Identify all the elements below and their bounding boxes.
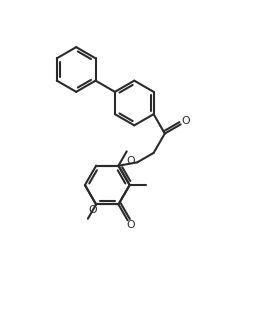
Text: O: O	[126, 220, 135, 230]
Text: O: O	[126, 156, 135, 166]
Text: O: O	[182, 116, 190, 126]
Text: O: O	[89, 205, 97, 215]
